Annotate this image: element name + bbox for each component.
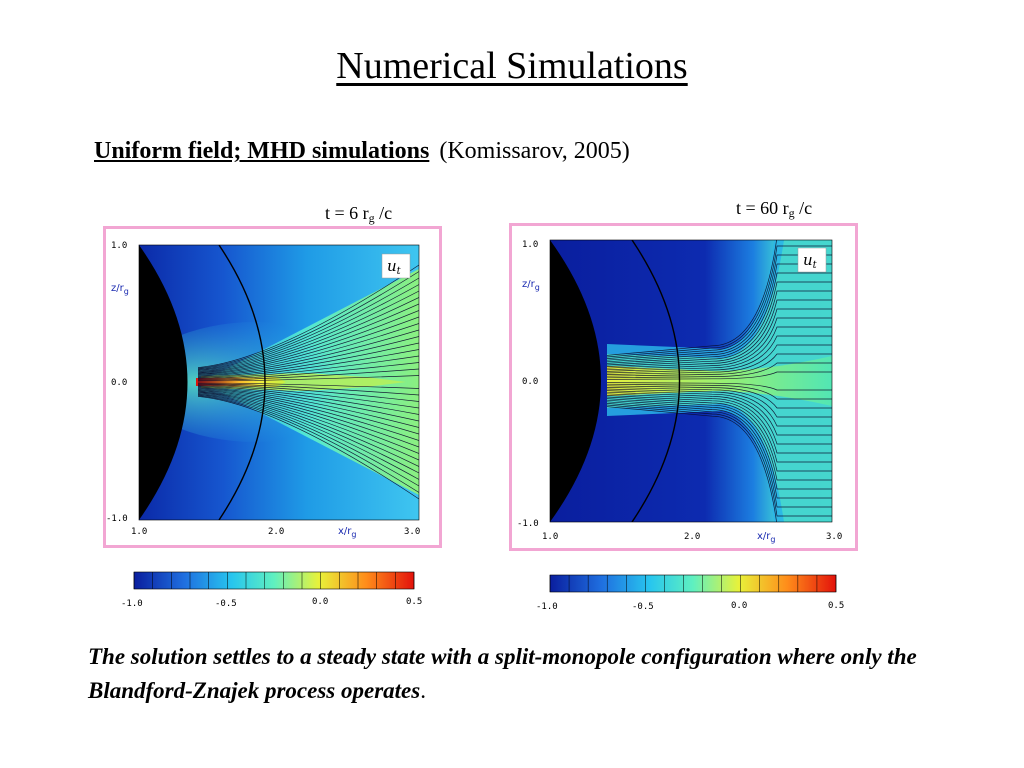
panel-1-frame: 1.0 0.0 -1.0 1.0 2.0 3.0 z/rg x/rg ut — [103, 226, 442, 548]
panel-1-y-axis-label: z/rg — [111, 283, 129, 296]
panel-2-plot: 1.0 0.0 -1.0 1.0 2.0 3.0 z/rg x/rg ut — [517, 239, 842, 544]
panel-2-time-label: t = 60 rg /c — [736, 198, 813, 220]
panel-1-ytick-bottom: -1.0 — [106, 514, 128, 524]
colorbar-2-tick: -0.5 — [632, 602, 654, 612]
panel-2-frame: 1.0 0.0 -1.0 1.0 2.0 3.0 z/rg x/rg ut — [509, 223, 858, 551]
panel-2-ytick-top: 1.0 — [522, 240, 538, 250]
colorbar-1-tick: 0.5 — [406, 597, 422, 607]
panel-1-x-axis-label: x/rg — [338, 526, 356, 539]
colorbar-1-tick: -1.0 — [121, 599, 143, 609]
panel-2-y-axis-label: z/rg — [522, 279, 540, 292]
slide-subtitle: Uniform field; MHD simulations (Komissaro… — [94, 138, 630, 165]
colorbar-1-tick: 0.0 — [312, 597, 328, 607]
panel-1-xtick-right: 3.0 — [404, 527, 420, 537]
panel-1-ytick-top: 1.0 — [111, 241, 127, 251]
colorbar-1-tick: -0.5 — [215, 599, 237, 609]
panel-2-xtick-right: 3.0 — [826, 532, 842, 542]
panel-2-x-axis-label: x/rg — [757, 531, 775, 544]
panel-1-xtick-mid: 2.0 — [268, 527, 284, 537]
panel-1-time-label: t = 6 rg /c — [325, 203, 393, 225]
colorbar-1: -1.0 -0.5 0.0 0.5 — [121, 571, 422, 609]
subtitle-bold: Uniform field; MHD simulations — [94, 138, 430, 164]
panel-2-xtick-left: 1.0 — [542, 532, 558, 542]
panel-2-quantity-label: ut — [803, 251, 818, 271]
panel-1-ytick-mid: 0.0 — [111, 378, 127, 388]
subtitle-reference: (Komissarov, 2005) — [439, 138, 630, 164]
slide-title: Numerical Simulations — [336, 45, 688, 87]
panel-2-ytick-mid: 0.0 — [522, 377, 538, 387]
panel-2-ytick-bottom: -1.0 — [517, 519, 539, 529]
panel-1-quantity-label: ut — [387, 257, 402, 277]
slide-caption: The solution settles to a steady state w… — [88, 644, 917, 703]
colorbar-2-tick: -1.0 — [536, 602, 558, 612]
panel-2-xtick-mid: 2.0 — [684, 532, 700, 542]
panel-1-xtick-left: 1.0 — [131, 527, 147, 537]
colorbar-2: -1.0 -0.5 0.0 0.5 — [536, 574, 844, 612]
colorbar-2-tick: 0.5 — [828, 601, 844, 611]
panel-1-plot: 1.0 0.0 -1.0 1.0 2.0 3.0 z/rg x/rg ut — [106, 241, 420, 539]
colorbar-2-tick: 0.0 — [731, 601, 747, 611]
